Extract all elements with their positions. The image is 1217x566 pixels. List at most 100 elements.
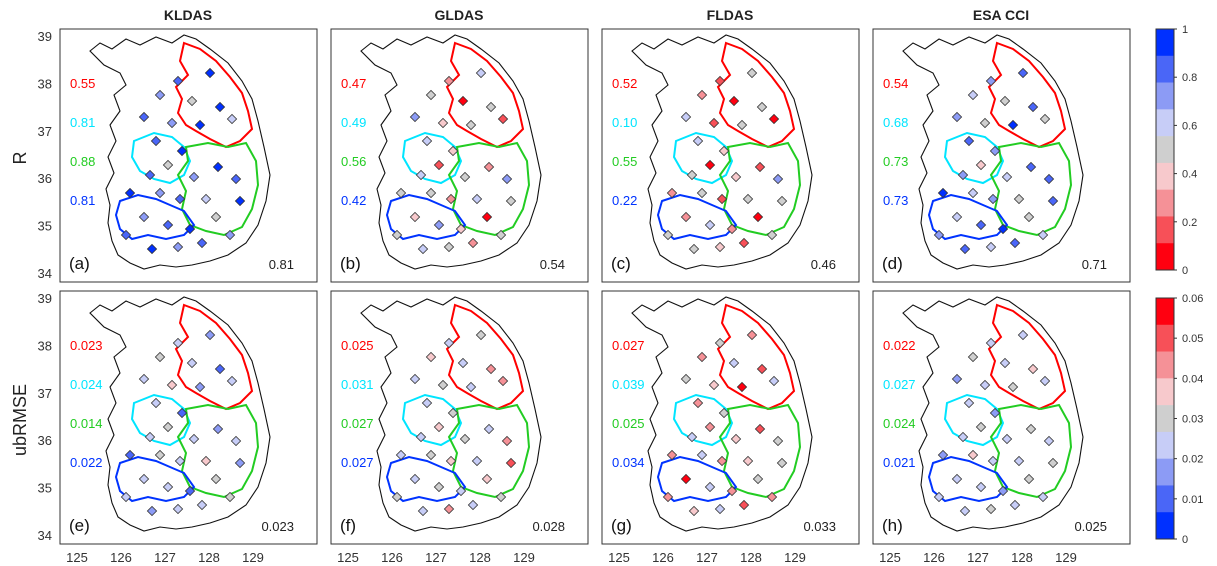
station-marker [485,363,497,375]
station-marker [230,173,242,185]
colorbar-tick-label: 0.06 [1182,293,1203,305]
panel-letter: (d) [882,254,903,273]
colorbar-segment [1156,485,1174,513]
station-marker [467,237,479,249]
station-marker [174,193,186,205]
station-marker [443,337,455,349]
colorbar-segment [1156,458,1174,486]
station-marker [459,171,471,183]
station-marker [154,351,166,363]
region-stat-north: 0.022 [883,338,916,353]
longitude-tick-label: 128 [198,550,220,565]
station-marker [415,169,427,181]
colorbar-segment [1156,82,1174,110]
station-marker [483,423,495,435]
station-marker [120,491,132,503]
station-marker [987,193,999,205]
station-marker [1037,229,1049,241]
station-marker [979,117,991,129]
station-marker [738,499,750,511]
station-marker [696,351,708,363]
station-marker [194,119,206,131]
colorbar-ubrmse: 0.06 0.05 0.04 0.03 0.02 0.01 0 [1155,293,1203,546]
colorbar-tick-label: 0.6 [1182,120,1197,132]
station-marker [172,503,184,515]
colorbar-segment [1156,298,1174,326]
longitude-tick-label: 129 [513,550,535,565]
station-marker [985,75,997,87]
station-marker [200,193,212,205]
region-stat-south-west: 0.73 [883,193,908,208]
station-marker [457,357,469,369]
station-marker [459,433,471,445]
station-marker [1009,499,1021,511]
station-marker [754,423,766,435]
region-stat-south-west: 0.22 [612,193,637,208]
station-marker [224,229,236,241]
station-marker [443,75,455,87]
station-marker [728,95,740,107]
station-marker [951,211,963,223]
station-marker [708,379,720,391]
station-marker [455,223,467,235]
colorbar-segment [1156,29,1174,57]
station-marker [957,169,969,181]
longitude-tick-label: 128 [740,550,762,565]
station-marker [1039,375,1051,387]
region-stat-south-west: 0.42 [341,193,366,208]
station-marker [951,373,963,385]
colorbar-segment [1156,136,1174,164]
longitude-tick-label: 127 [154,550,176,565]
panel-letter: (h) [882,516,903,535]
longitude-tick-label: 127 [425,550,447,565]
column-titles: KLDAS GLDAS FLDAS ESA CCI [164,7,1029,23]
region-stat-south-west: 0.021 [883,455,916,470]
longitude-tick-label: 128 [469,550,491,565]
station-marker [445,455,457,467]
station-marker [124,449,136,461]
station-marker [1047,195,1059,207]
colorbar-tick-label: 0.8 [1182,72,1197,84]
longitude-tick-label: 126 [110,550,132,565]
station-marker [662,491,674,503]
region-stat-east: 0.55 [612,154,637,169]
panel-letter: (f) [340,516,356,535]
colorbar-tick-label: 0.4 [1182,169,1197,181]
colorbar-segment [1156,216,1174,244]
map-panel-f: 0.025 0.031 0.027 0.027 (f) 0.028 [330,290,589,545]
station-marker [421,397,433,409]
station-marker [409,211,421,223]
station-marker [172,75,184,87]
station-marker [714,75,726,87]
station-marker [144,431,156,443]
station-marker [481,473,493,485]
station-marker [730,171,742,183]
map-panel-g: 0.027 0.039 0.025 0.034 (g) 0.033 [601,290,860,545]
station-marker [226,375,238,387]
region-stat-south-west: 0.81 [70,193,95,208]
latitude-tick-label: 39 [38,29,52,44]
station-marker [501,435,513,447]
longitude-tick-label: 126 [652,550,674,565]
station-marker [696,89,708,101]
station-marker [714,337,726,349]
station-marker [1047,457,1059,469]
station-marker [987,455,999,467]
station-marker [967,187,979,199]
station-marker [989,407,1001,419]
station-marker [726,485,738,497]
station-marker [196,237,208,249]
station-marker [144,169,156,181]
station-marker [967,449,979,461]
station-marker [746,329,758,341]
colorbar-tick-label: 0 [1182,265,1188,277]
station-marker [1025,423,1037,435]
latitude-tick-label: 37 [38,124,52,139]
region-stat-central-west: 0.031 [341,377,374,392]
panel-overall-value: 0.71 [1082,257,1107,272]
station-marker [975,421,987,433]
station-marker [391,229,403,241]
station-marker [726,223,738,235]
station-marker [999,357,1011,369]
panel-overall-value: 0.033 [803,519,836,534]
